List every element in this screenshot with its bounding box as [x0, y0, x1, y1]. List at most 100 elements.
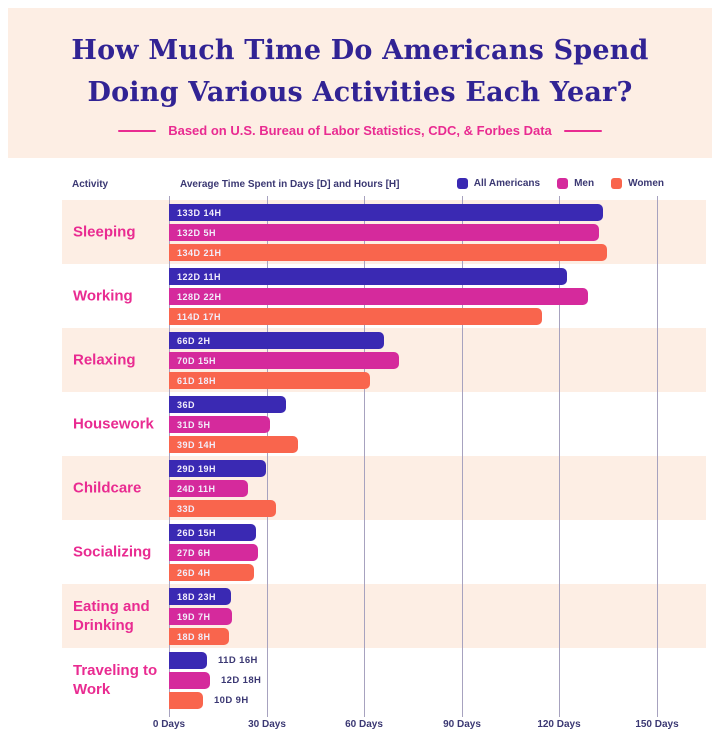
bar-all-americans: 26D 15H — [169, 524, 256, 541]
activity-label: Traveling to Work — [73, 662, 158, 698]
bar-all-americans: 36D — [169, 396, 286, 413]
axis-tick-0-days — [169, 712, 170, 717]
activity-row-housework: Housework 36D 31D 5H 39D 14H — [62, 392, 706, 456]
bar-men: 70D 15H — [169, 352, 399, 369]
bar-men — [169, 672, 210, 689]
bar-line-women: 114D 17H — [169, 308, 588, 325]
bar-value-label: 114D 17H — [177, 311, 222, 322]
bar-line-women: 26D 4H — [169, 564, 258, 581]
bar-women: 33D — [169, 500, 276, 517]
legend-label: Men — [574, 178, 595, 189]
bar-value-label: 29D 19H — [177, 463, 217, 474]
bar-value-label: 122D 11H — [177, 271, 222, 282]
bar-all-americans: 122D 11H — [169, 268, 567, 285]
legend-swatch-icon — [557, 178, 569, 189]
legend-label: All Americans — [473, 178, 541, 189]
bar-line-men: 31D 5H — [169, 416, 298, 433]
legend-swatch-icon — [456, 178, 468, 189]
subtitle: Based on U.S. Bureau of Labor Statistics… — [168, 123, 552, 138]
bar-value-label: 24D 11H — [177, 483, 216, 494]
bar-men: 19D 7H — [169, 608, 232, 625]
gridline-30-days — [267, 196, 268, 712]
bar-value-label: 26D 4H — [177, 567, 211, 578]
bar-line-men: 12D 18H — [169, 672, 261, 689]
bar-line-all-americans: 26D 15H — [169, 524, 258, 541]
bar-line-men: 128D 22H — [169, 288, 588, 305]
header-banner: How Much Time Do Americans Spend Doing Va… — [8, 8, 712, 158]
bar-value-label: 39D 14H — [177, 439, 217, 450]
activity-row-socializing: Socializing 26D 15H 27D 6H 26D 4H — [62, 520, 706, 584]
legend-item-women: Women — [611, 178, 664, 189]
bar-line-all-americans: 18D 23H — [169, 588, 232, 605]
bar-value-label: 132D 5H — [177, 227, 217, 238]
legend-swatch-icon — [611, 178, 623, 189]
bar-line-all-americans: 133D 14H — [169, 204, 607, 221]
bar-value-label: 26D 15H — [177, 527, 217, 538]
activity-label: Relaxing — [73, 351, 136, 369]
legend-item-men: Men — [557, 178, 594, 189]
bar-value-label: 11D 16H — [218, 655, 258, 666]
page-title: How Much Time Do Americans Spend Doing Va… — [8, 8, 712, 114]
bar-line-men: 132D 5H — [169, 224, 607, 241]
bar-group: 122D 11H 128D 22H 114D 17H — [169, 268, 588, 328]
gridline-0-days — [169, 196, 170, 712]
bar-line-all-americans: 11D 16H — [169, 652, 261, 669]
activity-label: Working — [73, 287, 133, 305]
bar-line-women: 134D 21H — [169, 244, 607, 261]
chart-rows: Sleeping 133D 14H 132D 5H 134D 21H Working 12… — [62, 200, 706, 712]
bar-all-americans: 29D 19H — [169, 460, 266, 477]
activity-label: Housework — [73, 415, 154, 433]
subtitle-dash-left — [118, 129, 157, 132]
activity-column-header: Activity — [72, 179, 109, 190]
bar-group: 133D 14H 132D 5H 134D 21H — [169, 204, 607, 264]
subtitle-row: Based on U.S. Bureau of Labor Statistics… — [8, 123, 712, 138]
bar-line-all-americans: 66D 2H — [169, 332, 399, 349]
bar-line-women: 10D 9H — [169, 692, 261, 709]
gridline-60-days — [364, 196, 365, 712]
page-title-line1: How Much Time Do Americans Spend — [71, 35, 649, 66]
gridline-90-days — [462, 196, 463, 712]
bar-all-americans: 66D 2H — [169, 332, 384, 349]
bar-value-label: 61D 18H — [177, 375, 217, 386]
bar-value-label: 33D — [177, 503, 196, 514]
bar-value-label: 31D 5H — [177, 419, 211, 430]
bar-men: 132D 5H — [169, 224, 599, 241]
bar-men: 24D 11H — [169, 480, 248, 497]
bar-group: 36D 31D 5H 39D 14H — [169, 396, 298, 456]
bar-group: 26D 15H 27D 6H 26D 4H — [169, 524, 258, 584]
bar-value-label: 128D 22H — [177, 291, 222, 302]
bar-group: 66D 2H 70D 15H 61D 18H — [169, 332, 399, 392]
bar-line-women: 61D 18H — [169, 372, 399, 389]
bar-women — [169, 692, 203, 709]
bar-women: 61D 18H — [169, 372, 370, 389]
legend: All Americans Men Women — [456, 178, 664, 189]
activity-row-working: Working 122D 11H 128D 22H 114D 17H — [62, 264, 706, 328]
axis-tick-120-days — [559, 712, 560, 717]
activity-row-sleeping: Sleeping 133D 14H 132D 5H 134D 21H — [62, 200, 706, 264]
bar-women: 134D 21H — [169, 244, 607, 261]
activity-label: Socializing — [73, 543, 152, 561]
bar-women: 39D 14H — [169, 436, 298, 453]
gridline-120-days — [559, 196, 560, 712]
bar-value-label: 66D 2H — [177, 335, 211, 346]
bar-value-label: 18D 23H — [177, 591, 217, 602]
bar-all-americans: 18D 23H — [169, 588, 231, 605]
bar-women: 114D 17H — [169, 308, 542, 325]
axis-tick-150-days — [657, 712, 658, 717]
activity-label: Childcare — [73, 479, 142, 497]
axis-tick-30-days — [267, 712, 268, 717]
activity-row-traveling-to-work: Traveling to Work 11D 16H 12D 18H 10D 9H — [62, 648, 706, 712]
legend-label: Women — [628, 178, 664, 189]
bar-value-label: 19D 7H — [177, 611, 211, 622]
bar-value-label: 10D 9H — [214, 695, 249, 706]
bar-women: 18D 8H — [169, 628, 229, 645]
bar-line-women: 18D 8H — [169, 628, 232, 645]
bar-line-all-americans: 122D 11H — [169, 268, 588, 285]
gridline-150-days — [657, 196, 658, 712]
chart-header: Activity Average Time Spent in Days [D] … — [0, 178, 720, 195]
bar-line-men: 19D 7H — [169, 608, 232, 625]
bar-line-women: 39D 14H — [169, 436, 298, 453]
bar-men: 128D 22H — [169, 288, 588, 305]
bar-value-label: 36D — [177, 399, 196, 410]
bar-value-label: 134D 21H — [177, 247, 222, 258]
